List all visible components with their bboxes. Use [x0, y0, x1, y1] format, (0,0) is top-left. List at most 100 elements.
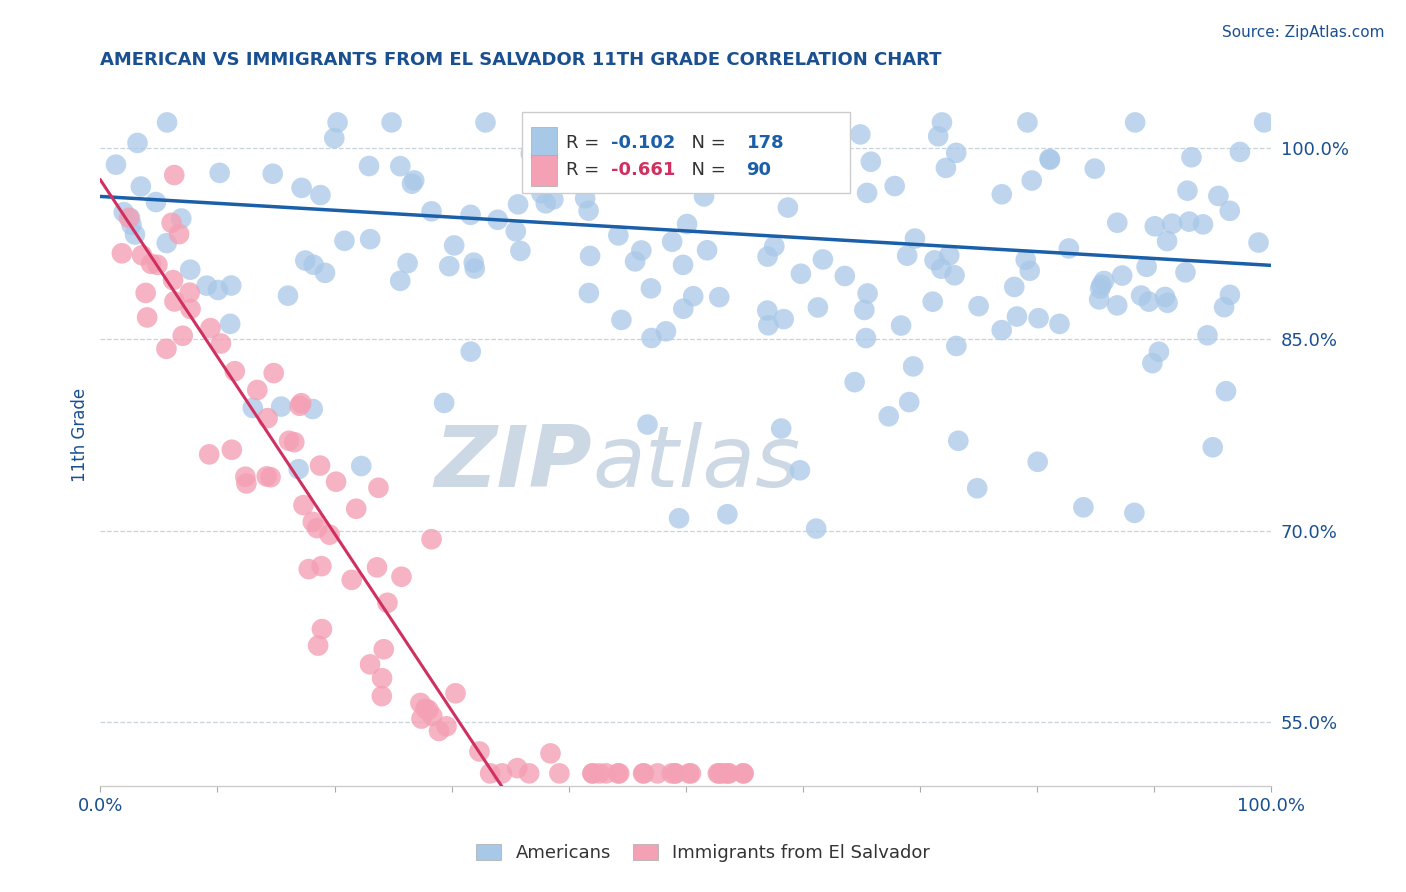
Point [967, 299, 990, 313]
Point [409, 696, 432, 710]
Point [844, 375, 866, 389]
Point [1156, 295, 1178, 310]
Point [112, 205, 135, 219]
Point [640, 331, 662, 345]
Point [1161, 217, 1184, 231]
Point [146, 258, 169, 272]
Point [1229, 145, 1251, 159]
Point [468, 744, 491, 758]
Point [1017, 115, 1039, 129]
Point [581, 766, 603, 780]
Text: atlas: atlas [592, 422, 800, 505]
Point [1192, 218, 1215, 232]
Point [763, 239, 786, 253]
Point [381, 115, 404, 129]
Bar [531, 128, 557, 158]
Point [904, 231, 927, 245]
Point [389, 159, 412, 173]
Point [292, 498, 315, 512]
Point [714, 766, 737, 780]
Point [927, 129, 949, 144]
Point [647, 766, 669, 780]
Point [163, 168, 186, 182]
Point [298, 562, 321, 576]
Point [301, 402, 323, 417]
Point [517, 766, 540, 780]
Point [1136, 260, 1159, 274]
Point [1177, 184, 1199, 198]
Point [277, 288, 299, 302]
Point [1084, 161, 1107, 176]
Point [136, 310, 159, 325]
Point [305, 521, 328, 535]
Point [325, 475, 347, 489]
Point [789, 463, 811, 477]
Point [1090, 282, 1112, 296]
Point [307, 639, 329, 653]
Point [127, 136, 149, 150]
Point [389, 274, 412, 288]
Point [1057, 242, 1080, 256]
Point [707, 766, 730, 780]
Point [1005, 310, 1028, 324]
Point [856, 186, 879, 200]
Point [756, 250, 779, 264]
Point [1123, 115, 1146, 129]
Point [772, 312, 794, 326]
Point [991, 187, 1014, 202]
Point [1142, 356, 1164, 370]
Point [877, 409, 900, 424]
Point [198, 447, 221, 461]
Point [633, 766, 655, 780]
Point [104, 158, 127, 172]
Point [262, 167, 284, 181]
Point [1180, 150, 1202, 164]
Point [124, 227, 146, 242]
Point [270, 400, 292, 414]
Text: -0.102: -0.102 [610, 134, 675, 152]
Point [326, 115, 349, 129]
Point [1219, 203, 1241, 218]
Point [179, 285, 201, 300]
Point [156, 115, 179, 129]
Text: Source: ZipAtlas.com: Source: ZipAtlas.com [1222, 25, 1385, 40]
Point [631, 766, 654, 780]
Point [278, 434, 301, 448]
Point [404, 173, 426, 187]
FancyBboxPatch shape [522, 112, 849, 193]
Point [540, 747, 562, 761]
Point [371, 689, 394, 703]
Point [1247, 235, 1270, 250]
Text: ZIP: ZIP [434, 422, 592, 505]
Point [799, 129, 821, 144]
Point [505, 224, 527, 238]
Point [574, 191, 596, 205]
Point [291, 181, 314, 195]
Point [135, 285, 157, 300]
Point [562, 137, 585, 152]
Point [418, 703, 440, 717]
Point [901, 359, 924, 374]
Point [131, 248, 153, 262]
Point [172, 328, 194, 343]
Point [756, 303, 779, 318]
Point [811, 252, 834, 267]
Point [770, 421, 793, 435]
Point [548, 766, 571, 780]
Point [180, 301, 202, 316]
Point [221, 442, 243, 457]
Point [1092, 274, 1115, 288]
Text: 90: 90 [747, 161, 772, 179]
Point [825, 153, 848, 168]
Point [415, 701, 437, 715]
Point [990, 323, 1012, 337]
Point [1253, 115, 1275, 129]
Point [314, 266, 336, 280]
Text: R =: R = [567, 134, 606, 152]
Point [366, 560, 388, 574]
Point [464, 261, 486, 276]
Point [534, 196, 557, 211]
Point [111, 246, 134, 260]
Point [302, 258, 325, 272]
Point [682, 289, 704, 303]
